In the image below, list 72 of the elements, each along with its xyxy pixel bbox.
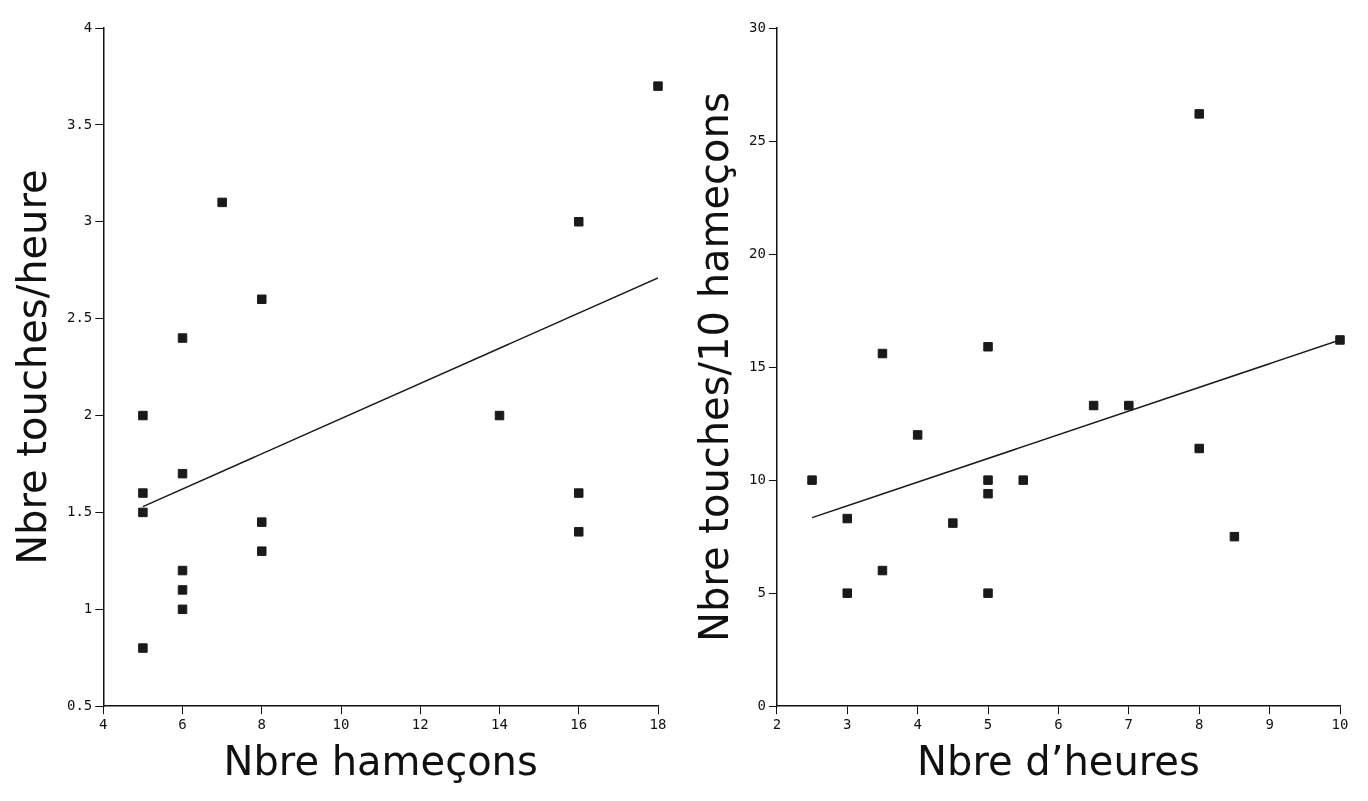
point bbox=[177, 468, 188, 479]
point bbox=[842, 513, 852, 524]
y-tick-label: 2.5 bbox=[66, 309, 93, 326]
point bbox=[653, 81, 663, 91]
point bbox=[574, 527, 584, 537]
point bbox=[807, 475, 817, 485]
point bbox=[1194, 443, 1204, 454]
point bbox=[138, 488, 148, 498]
point bbox=[948, 518, 958, 528]
x-tick-label: 5 bbox=[983, 716, 993, 733]
point bbox=[1088, 400, 1099, 411]
x-tick-label: 6 bbox=[1054, 716, 1063, 733]
point bbox=[177, 333, 188, 343]
x-axis-title: Nbre d’heures bbox=[917, 738, 1200, 785]
x-tick-label: 7 bbox=[1124, 716, 1134, 733]
x-tick-label: 4 bbox=[913, 716, 922, 733]
point bbox=[983, 342, 993, 352]
x-tick-label: 9 bbox=[1265, 716, 1274, 733]
x-tick-label: 4 bbox=[99, 716, 108, 733]
y-tick-label: 20 bbox=[749, 244, 766, 261]
point bbox=[1229, 531, 1240, 542]
x-tick-label: 10 bbox=[332, 716, 350, 733]
point bbox=[877, 348, 888, 359]
point bbox=[138, 507, 148, 518]
point bbox=[177, 604, 188, 615]
point bbox=[574, 488, 584, 498]
point bbox=[177, 565, 188, 576]
point bbox=[877, 565, 888, 576]
point bbox=[217, 197, 227, 208]
y-axis-title: Nbre touches/heure bbox=[9, 169, 56, 565]
x-tick-label: 18 bbox=[649, 716, 667, 733]
y-tick-label: 3.5 bbox=[66, 115, 93, 132]
point bbox=[177, 585, 188, 595]
point bbox=[257, 294, 267, 305]
y-tick-label: 1 bbox=[83, 599, 93, 616]
x-tick-label: 12 bbox=[411, 716, 429, 733]
y-tick-label: 25 bbox=[749, 131, 766, 148]
point bbox=[257, 546, 267, 556]
point bbox=[138, 643, 148, 653]
point bbox=[912, 430, 923, 440]
x-axis-title: Nbre hameçons bbox=[223, 738, 538, 785]
x-tick-label: 16 bbox=[570, 716, 588, 733]
point bbox=[1124, 400, 1134, 411]
point bbox=[257, 517, 267, 527]
y-axis-title: Nbre touches/10 hameçons bbox=[691, 92, 738, 642]
y-tick-label: 0 bbox=[757, 696, 766, 713]
y-tick-label: 1.5 bbox=[66, 503, 93, 520]
point bbox=[842, 588, 852, 598]
point bbox=[1335, 335, 1345, 345]
y-tick-label: 2 bbox=[83, 406, 93, 423]
x-tick-label: 2 bbox=[772, 716, 782, 733]
x-tick-label: 8 bbox=[257, 716, 266, 733]
point bbox=[983, 488, 993, 499]
point bbox=[1194, 109, 1204, 119]
y-tick-label: 30 bbox=[749, 18, 766, 35]
point bbox=[983, 588, 993, 598]
x-tick-label: 3 bbox=[843, 716, 852, 733]
x-tick-label: 8 bbox=[1195, 716, 1204, 733]
y-tick-label: 0.5 bbox=[66, 696, 93, 713]
x-tick-label: 6 bbox=[178, 716, 187, 733]
point bbox=[494, 410, 505, 421]
y-tick-label: 4 bbox=[83, 18, 93, 35]
x-tick-label: 10 bbox=[1331, 716, 1349, 733]
y-tick-label: 15 bbox=[749, 357, 766, 374]
y-tick-label: 3 bbox=[83, 212, 93, 229]
point bbox=[1018, 475, 1028, 485]
point bbox=[138, 410, 148, 421]
point bbox=[983, 475, 993, 485]
point bbox=[574, 217, 584, 227]
x-tick-label: 14 bbox=[491, 716, 508, 733]
y-tick-label: 10 bbox=[749, 470, 766, 487]
y-tick-label: 5 bbox=[757, 583, 766, 600]
